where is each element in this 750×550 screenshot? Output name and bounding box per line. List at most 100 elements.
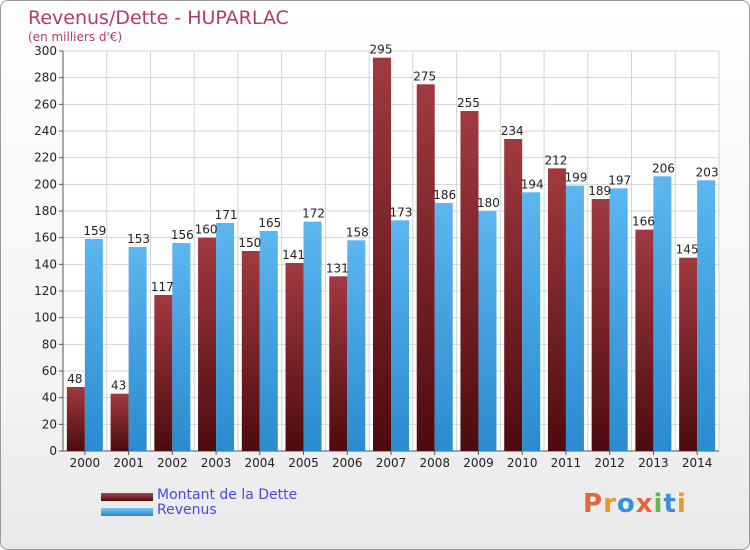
data-label-debt: 145 (676, 243, 699, 257)
data-label-debt: 295 (370, 43, 393, 57)
y-tick-label: 220 (34, 151, 57, 165)
logo-letter: o (616, 489, 636, 519)
data-label-revenue: 206 (652, 161, 675, 175)
x-tick-label: 2002 (157, 456, 188, 470)
logo-letter: i (653, 489, 664, 519)
data-label-debt: 117 (151, 280, 174, 294)
bar-revenue (172, 243, 191, 451)
y-tick-label: 100 (34, 311, 57, 325)
x-tick-label: 2010 (507, 456, 538, 470)
y-tick-label: 20 (42, 417, 57, 431)
x-tick-label: 2000 (70, 456, 101, 470)
logo-letter: t (663, 489, 677, 519)
proxiti-logo: Proxiti (583, 489, 687, 519)
data-label-debt: 131 (326, 261, 349, 275)
legend-swatch-debt (101, 493, 153, 501)
x-tick-label: 2003 (201, 456, 232, 470)
bar-revenue (303, 221, 322, 451)
data-label-debt: 189 (588, 184, 611, 198)
data-label-debt: 43 (111, 379, 126, 393)
y-tick-label: 140 (34, 257, 57, 271)
data-label-revenue: 165 (258, 216, 281, 230)
data-label-revenue: 173 (390, 205, 413, 219)
x-tick-label: 2008 (419, 456, 450, 470)
bar-debt (504, 139, 523, 451)
data-label-revenue: 197 (608, 173, 631, 187)
bar-revenue (259, 231, 278, 451)
x-tick-label: 2007 (376, 456, 407, 470)
data-label-revenue: 203 (696, 165, 719, 179)
bar-debt (679, 257, 698, 451)
x-tick-label: 2013 (638, 456, 669, 470)
bar-debt (591, 199, 610, 451)
bar-debt (110, 393, 129, 451)
x-tick-label: 2011 (551, 456, 582, 470)
bar-revenue (128, 247, 147, 451)
data-label-revenue: 199 (564, 171, 587, 185)
y-tick-label: 200 (34, 177, 57, 191)
y-tick-label: 240 (34, 124, 57, 138)
legend-label-debt: Montant de la Dette (157, 487, 298, 503)
bar-debt (547, 168, 566, 452)
data-label-revenue: 180 (477, 196, 500, 210)
bar-debt (635, 229, 654, 451)
bar-debt (329, 276, 348, 451)
data-label-revenue: 171 (215, 208, 238, 222)
legend-label-revenue: Revenus (157, 502, 217, 518)
bar-revenue (216, 223, 235, 451)
data-label-debt: 166 (632, 215, 655, 229)
y-tick-label: 0 (49, 444, 57, 458)
bar-debt (460, 111, 479, 451)
y-tick-label: 180 (34, 204, 57, 218)
y-tick-label: 160 (34, 231, 57, 245)
logo-letter: r (603, 489, 617, 519)
x-tick-label: 2014 (682, 456, 713, 470)
chart-subtitle: (en milliers d'€) (28, 30, 123, 44)
bar-revenue (84, 239, 103, 451)
data-label-revenue: 156 (171, 228, 194, 242)
logo-letter: x (635, 489, 654, 519)
logo-letter: P (583, 489, 604, 519)
bar-revenue (697, 180, 716, 452)
x-tick-label: 2012 (594, 456, 625, 470)
bar-debt (285, 263, 304, 451)
legend-swatch-revenue (101, 508, 153, 516)
chart-title: Revenus/Dette - HUPARLAC (28, 7, 289, 29)
bar-debt (198, 237, 217, 451)
data-label-debt: 255 (457, 96, 480, 110)
bar-revenue (653, 176, 672, 452)
bar-revenue (609, 188, 628, 452)
bar-debt (154, 295, 173, 451)
y-tick-label: 280 (34, 71, 57, 85)
data-label-revenue: 186 (433, 188, 456, 202)
y-tick-label: 60 (42, 364, 57, 378)
data-label-debt: 275 (413, 69, 436, 83)
bar-revenue (478, 211, 497, 451)
bar-revenue (522, 192, 541, 452)
data-label-debt: 48 (67, 372, 82, 386)
y-tick-label: 80 (42, 337, 57, 351)
data-label-revenue: 194 (521, 177, 544, 191)
bar-debt (66, 387, 85, 451)
data-label-revenue: 159 (83, 224, 106, 238)
data-label-debt: 160 (195, 223, 218, 237)
x-tick-label: 2009 (463, 456, 494, 470)
x-tick-label: 2005 (288, 456, 319, 470)
bar-debt (416, 84, 435, 451)
bar-revenue (434, 203, 453, 451)
y-tick-label: 260 (34, 97, 57, 111)
bar-revenue (347, 240, 366, 451)
data-label-revenue: 158 (346, 225, 369, 239)
bar-debt (241, 251, 260, 451)
x-tick-label: 2006 (332, 456, 363, 470)
x-tick-label: 2001 (113, 456, 144, 470)
y-tick-label: 120 (34, 284, 57, 298)
data-label-debt: 150 (238, 236, 261, 250)
bar-revenue (565, 185, 584, 451)
bar-revenue (391, 220, 409, 451)
logo-letter: i (676, 489, 687, 519)
data-label-revenue: 172 (302, 207, 325, 221)
data-label-debt: 234 (501, 124, 524, 138)
